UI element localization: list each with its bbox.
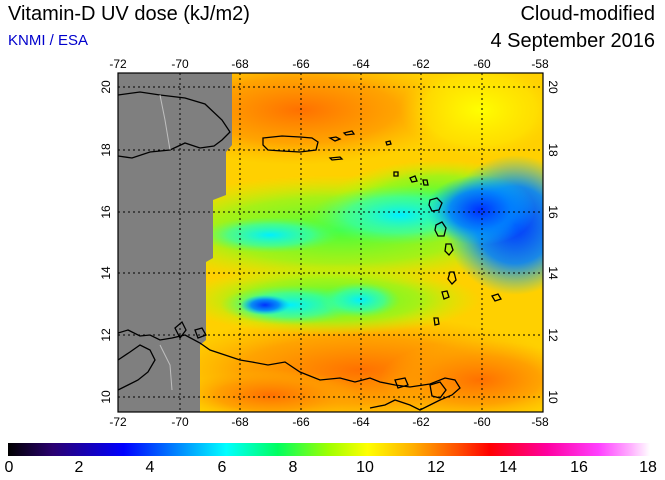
colorbar-tick: 18 bbox=[639, 459, 657, 476]
uv-field bbox=[118, 73, 543, 412]
lon-tick-top: -58 bbox=[531, 57, 549, 71]
lon-tick-bottom: -66 bbox=[292, 415, 310, 429]
product-type-label: Cloud-modified bbox=[520, 3, 655, 25]
no-data-region bbox=[118, 73, 232, 412]
credit-label: KNMI / ESA bbox=[8, 32, 89, 49]
colorbar-tick: 4 bbox=[145, 459, 155, 476]
colorbar-tick: 2 bbox=[74, 459, 84, 476]
colorbar-tick: 8 bbox=[288, 459, 298, 476]
lon-tick-bottom: -58 bbox=[531, 415, 549, 429]
lon-tick-bottom: -64 bbox=[352, 415, 370, 429]
map-frame bbox=[117, 72, 544, 413]
colorbar-tick: 6 bbox=[217, 459, 227, 476]
lat-tick-left: 16 bbox=[99, 205, 113, 219]
lon-tick-bottom: -70 bbox=[171, 415, 189, 429]
lat-tick-left: 18 bbox=[99, 143, 113, 157]
lon-tick-top: -66 bbox=[292, 57, 310, 71]
lat-tick-right: 14 bbox=[546, 266, 560, 280]
lon-tick-top: -64 bbox=[352, 57, 370, 71]
graticule bbox=[118, 73, 543, 412]
lat-tick-left: 12 bbox=[99, 328, 113, 342]
colorbar-tick: 16 bbox=[570, 459, 588, 476]
colorbar-tick: 0 bbox=[4, 459, 14, 476]
lon-tick-top: -68 bbox=[231, 57, 249, 71]
lon-tick-bottom: -72 bbox=[109, 415, 127, 429]
colorbar bbox=[8, 443, 650, 456]
colorbar-tick: 12 bbox=[427, 459, 445, 476]
lon-tick-top: -72 bbox=[109, 57, 127, 71]
lat-tick-right: 16 bbox=[546, 205, 560, 219]
lon-tick-top: -62 bbox=[412, 57, 430, 71]
lat-tick-right: 20 bbox=[546, 80, 560, 94]
lat-tick-right: 18 bbox=[546, 143, 560, 157]
map-title: Vitamin-D UV dose (kJ/m2) bbox=[8, 3, 250, 25]
lon-tick-bottom: -68 bbox=[231, 415, 249, 429]
lat-tick-left: 10 bbox=[99, 390, 113, 404]
lon-tick-bottom: -62 bbox=[412, 415, 430, 429]
lon-tick-top: -70 bbox=[171, 57, 189, 71]
date-label: 4 September 2016 bbox=[490, 30, 655, 52]
lat-tick-right: 12 bbox=[546, 328, 560, 342]
colorbar-tick: 10 bbox=[356, 459, 374, 476]
lat-tick-left: 20 bbox=[99, 80, 113, 94]
coastlines bbox=[118, 91, 502, 411]
colorbar-tick: 14 bbox=[499, 459, 517, 476]
lon-tick-bottom: -60 bbox=[473, 415, 491, 429]
lat-tick-right: 10 bbox=[546, 390, 560, 404]
lon-tick-top: -60 bbox=[473, 57, 491, 71]
lat-tick-left: 14 bbox=[99, 266, 113, 280]
